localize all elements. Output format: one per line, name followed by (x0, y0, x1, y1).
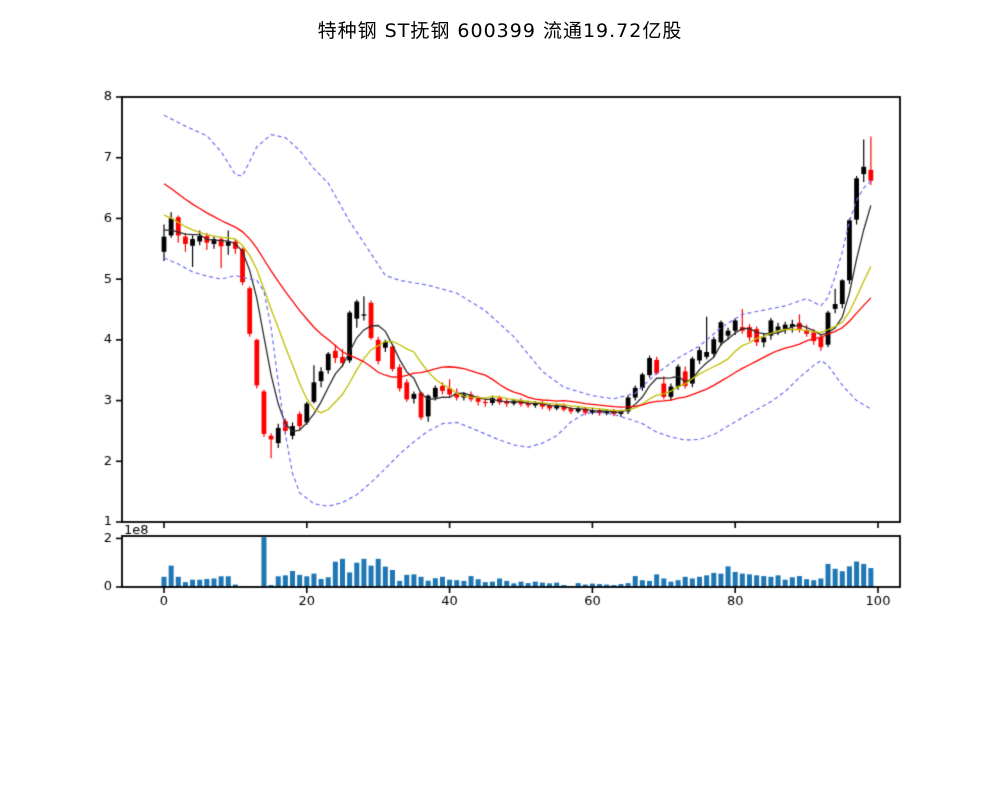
stock-chart-figure: 特种钢 ST抚钢 600399 流通19.72亿股 (0, 0, 1000, 800)
kline-volume-canvas (0, 0, 1000, 800)
